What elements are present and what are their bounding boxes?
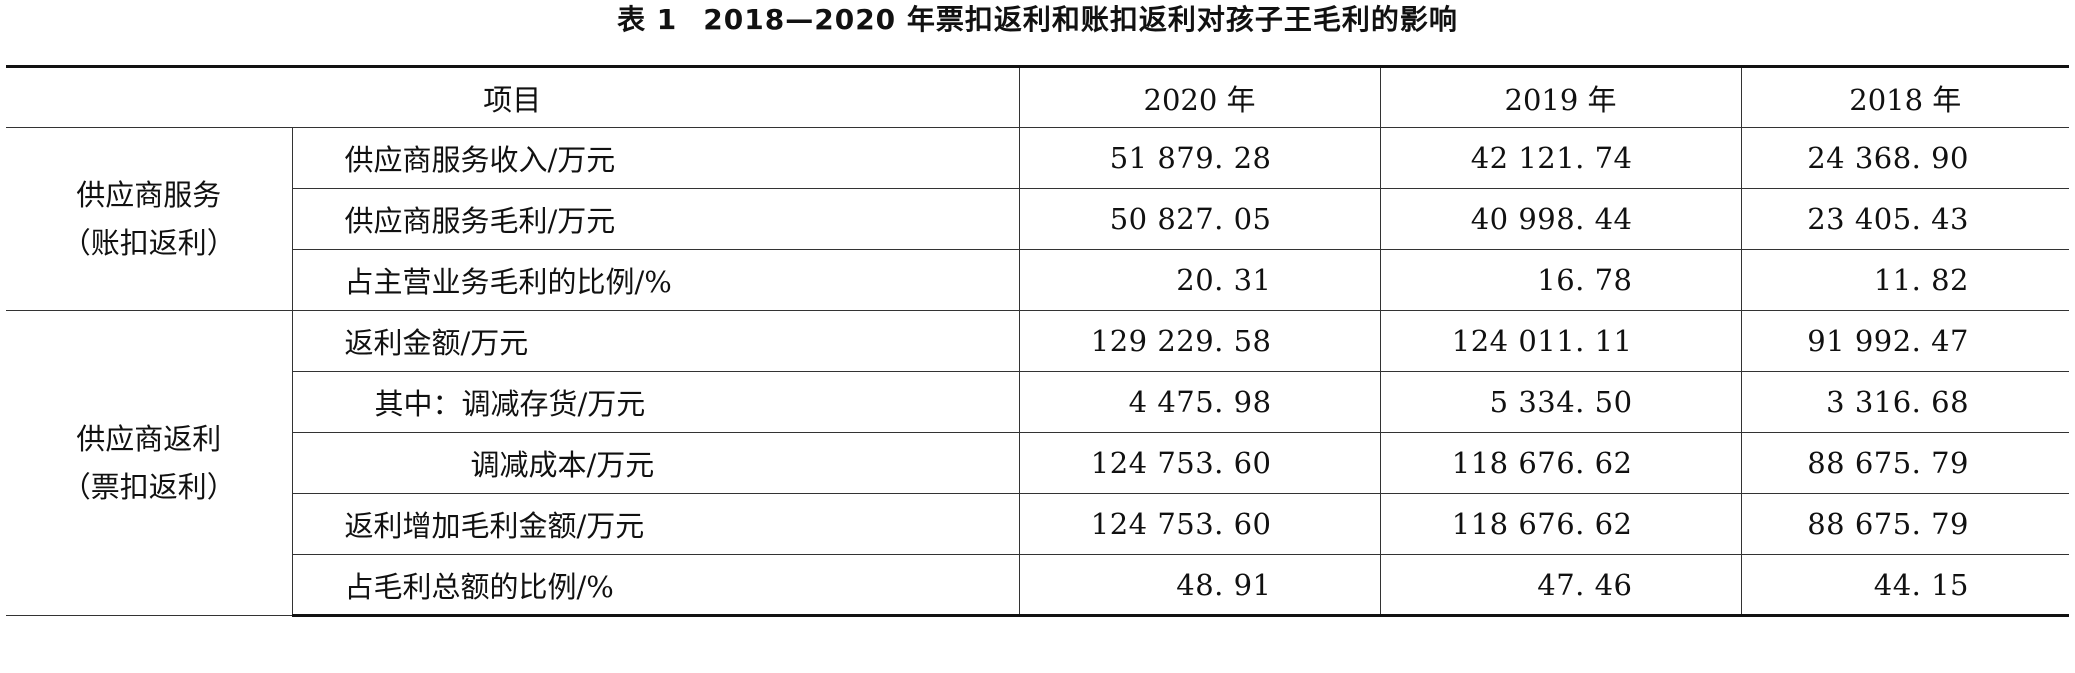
row-item: 供应商服务毛利/万元 <box>292 188 1020 250</box>
group-label-supplier-rebate: 供应商返利 （票扣返利） <box>6 310 293 616</box>
row-item: 占主营业务毛利的比例/% <box>292 249 1020 311</box>
cell-2018: 88 675. 79 <box>1740 432 2070 494</box>
cell-2019: 124 011. 11 <box>1379 310 1742 372</box>
rebate-impact-table: 项目 2020 年 2019 年 2018 年 供应商服务 （账扣返利） 供应商… <box>6 65 2070 617</box>
group-label-line2: （票扣返利） <box>61 470 236 504</box>
group-label-line1: 供应商服务 <box>76 178 222 212</box>
cell-2019: 47. 46 <box>1379 554 1742 617</box>
cell-2018: 88 675. 79 <box>1740 493 2070 555</box>
table-number: 表 1 <box>617 3 678 36</box>
cell-2020: 50 827. 05 <box>1018 188 1381 250</box>
cell-2019: 5 334. 50 <box>1379 371 1742 433</box>
row-item: 占毛利总额的比例/% <box>292 554 1020 617</box>
cell-2019: 40 998. 44 <box>1379 188 1742 250</box>
cell-2018: 44. 15 <box>1740 554 2070 617</box>
group-label-line2: （账扣返利） <box>61 226 236 260</box>
row-item: 供应商服务收入/万元 <box>291 127 1020 189</box>
table-row: 占主营业务毛利的比例/% 20. 31 16. 78 11. 82 <box>6 249 2070 311</box>
header-2020: 2020 年 <box>1018 65 1381 128</box>
table-row: 其中：调减存货/万元 4 475. 98 5 334. 50 3 316. 68 <box>6 371 2070 433</box>
table-caption: 2018—2020 年票扣返利和账扣返利对孩子王毛利的影响 <box>703 3 1458 36</box>
cell-2020: 4 475. 98 <box>1018 371 1381 433</box>
table-title: 表 1 2018—2020 年票扣返利和账扣返利对孩子王毛利的影响 <box>0 0 2075 48</box>
row-item: 返利增加毛利金额/万元 <box>292 493 1020 555</box>
header-item: 项目 <box>6 65 1020 128</box>
header-2018: 2018 年 <box>1740 65 2070 128</box>
cell-2018: 24 368. 90 <box>1740 127 2070 189</box>
cell-2018: 91 992. 47 <box>1740 310 2070 372</box>
cell-2019: 118 676. 62 <box>1379 432 1742 494</box>
cell-2020: 129 229. 58 <box>1018 310 1381 372</box>
table-row: 占毛利总额的比例/% 48. 91 47. 46 44. 15 <box>6 554 2070 617</box>
cell-2018: 23 405. 43 <box>1740 188 2070 250</box>
row-item: 返利金额/万元 <box>291 310 1020 372</box>
table-row: 供应商返利 （票扣返利） 返利金额/万元 129 229. 58 124 011… <box>6 310 2070 616</box>
row-item: 调减成本/万元 <box>292 432 1020 494</box>
table-row: 返利增加毛利金额/万元 124 753. 60 118 676. 62 88 6… <box>6 493 2070 555</box>
cell-2019: 42 121. 74 <box>1379 127 1742 189</box>
group-label-supplier-service: 供应商服务 （账扣返利） <box>6 127 293 311</box>
table-row: 供应商服务毛利/万元 50 827. 05 40 998. 44 23 405.… <box>6 188 2070 250</box>
group-label-line1: 供应商返利 <box>76 422 222 456</box>
cell-2018: 11. 82 <box>1740 249 2070 311</box>
cell-2019: 118 676. 62 <box>1379 493 1742 555</box>
header-2019: 2019 年 <box>1379 65 1742 128</box>
cell-2020: 51 879. 28 <box>1018 127 1381 189</box>
row-item: 其中：调减存货/万元 <box>292 371 1020 433</box>
header-row: 项目 2020 年 2019 年 2018 年 <box>6 65 2070 128</box>
cell-2018: 3 316. 68 <box>1740 371 2070 433</box>
table-row: 调减成本/万元 124 753. 60 118 676. 62 88 675. … <box>6 432 2070 494</box>
cell-2020: 20. 31 <box>1018 249 1381 311</box>
cell-2020: 124 753. 60 <box>1018 493 1381 555</box>
cell-2020: 124 753. 60 <box>1018 432 1381 494</box>
cell-2020: 48. 91 <box>1018 554 1381 617</box>
table-row: 供应商服务 （账扣返利） 供应商服务收入/万元 51 879. 28 42 12… <box>6 127 2070 311</box>
cell-2019: 16. 78 <box>1379 249 1742 311</box>
